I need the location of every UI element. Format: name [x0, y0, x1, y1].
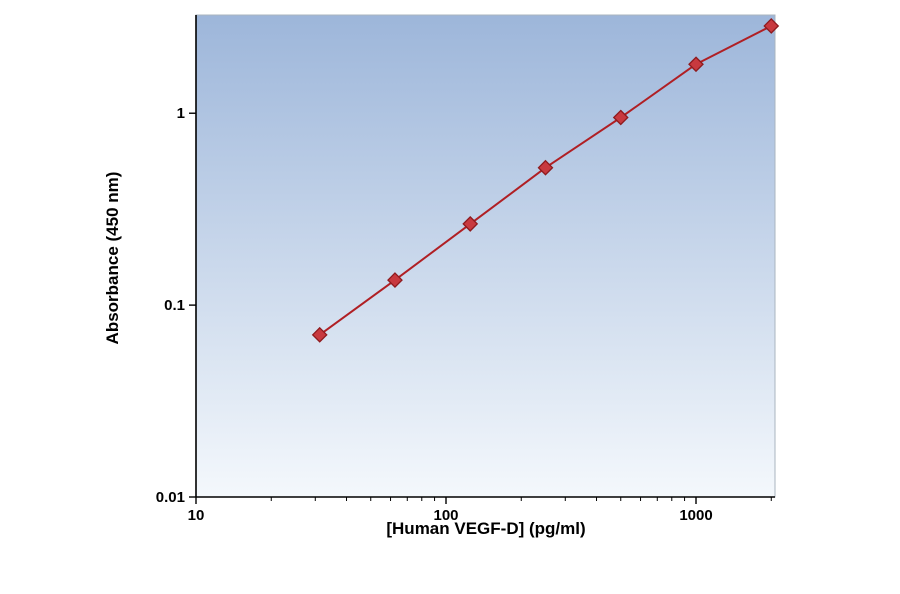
data-point-diamond [387, 272, 403, 289]
data-point-diamond [462, 215, 479, 232]
data-point-diamond [688, 56, 704, 73]
data-point-diamond [311, 326, 328, 343]
data-point-diamond [537, 159, 554, 176]
plot-area [195, 14, 776, 498]
x-axis-tick-label: 1000 [679, 507, 712, 524]
y-axis-title: Absorbance (450 nm) [103, 171, 122, 345]
x-axis-tick-label: 10 [188, 507, 205, 524]
data-point-diamond [763, 18, 780, 34]
x-axis-tick-label: 100 [433, 507, 458, 524]
y-axis-tick-label: 0.1 [164, 297, 185, 314]
x-axis-title: [Human VEGF-D] (pg/ml) [386, 519, 586, 538]
y-axis-tick-label: 1 [177, 105, 185, 122]
data-point-diamond [612, 109, 629, 126]
y-axis-tick-label: 0.01 [156, 489, 185, 506]
